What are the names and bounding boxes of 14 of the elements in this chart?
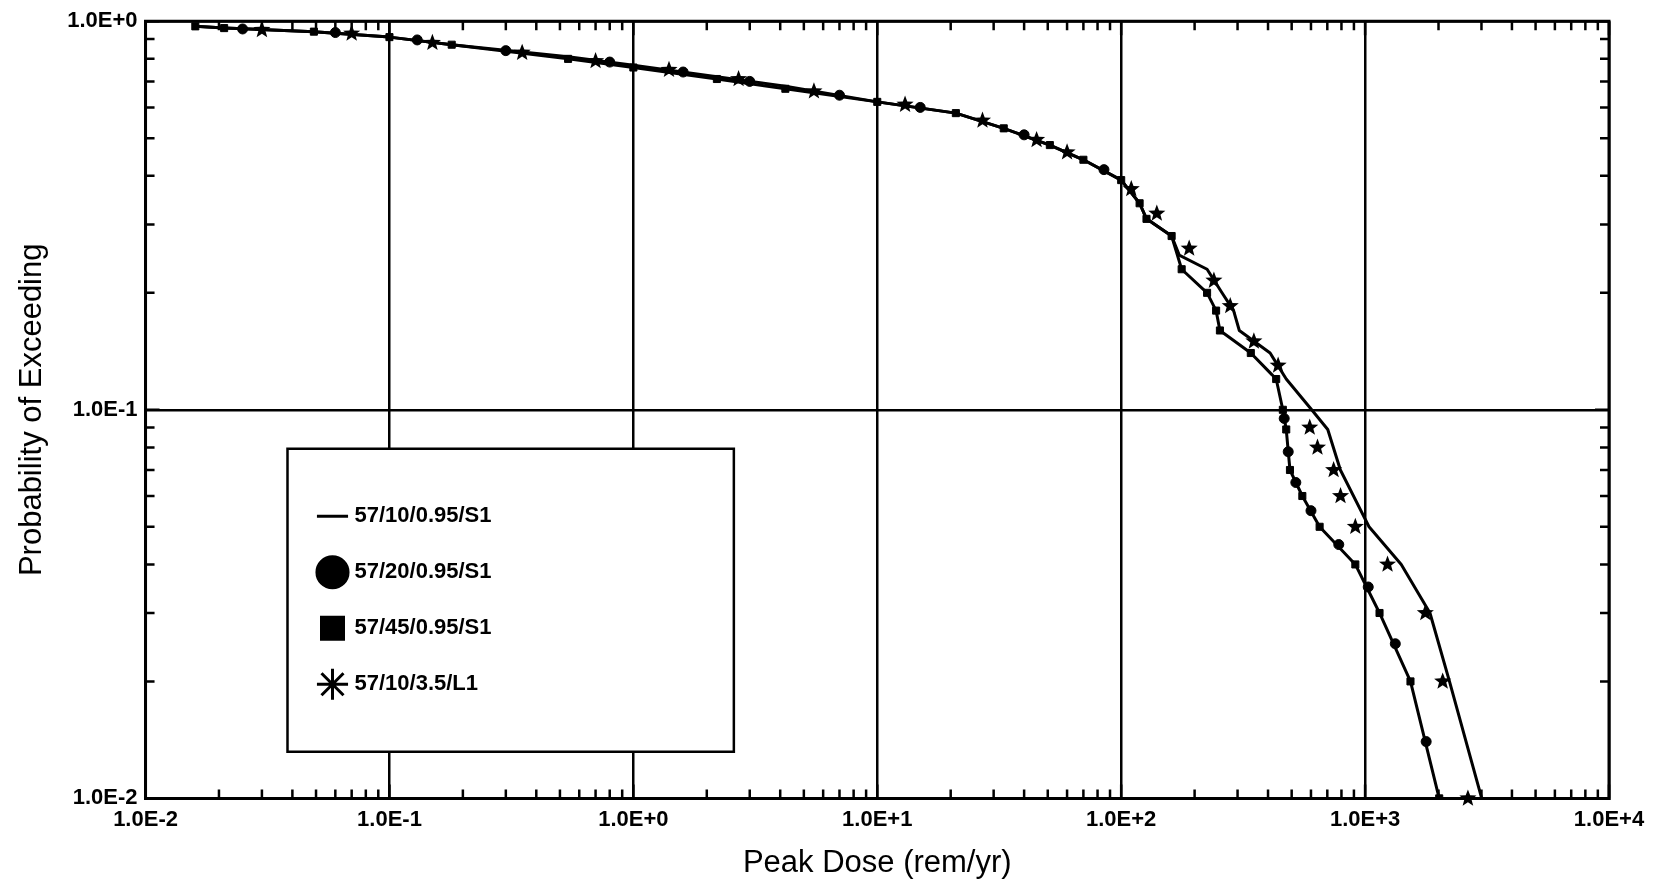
- x-tick-label: 1.0E+2: [1086, 805, 1157, 831]
- legend-label: 57/10/0.95/S1: [354, 502, 492, 528]
- legend-label: 57/10/3.5/L1: [354, 670, 479, 696]
- x-tick-label: 1.0E+0: [598, 805, 669, 831]
- y-axis-title: Probability of Exceeding: [13, 243, 49, 577]
- y-tick-label: 1.0E+0: [67, 7, 138, 33]
- legend-label: 57/20/0.95/S1: [354, 558, 492, 584]
- x-tick-label: 1.0E+4: [1573, 805, 1645, 831]
- y-tick-label: 1.0E-1: [72, 395, 138, 421]
- x-tick-label: 1.0E-1: [357, 805, 422, 831]
- x-tick-label: 1.0E+1: [842, 805, 913, 831]
- legend-label: 57/45/0.95/S1: [354, 614, 492, 640]
- x-tick-label: 1.0E+3: [1329, 805, 1401, 831]
- x-axis-title: Peak Dose (rem/yr): [742, 843, 1012, 879]
